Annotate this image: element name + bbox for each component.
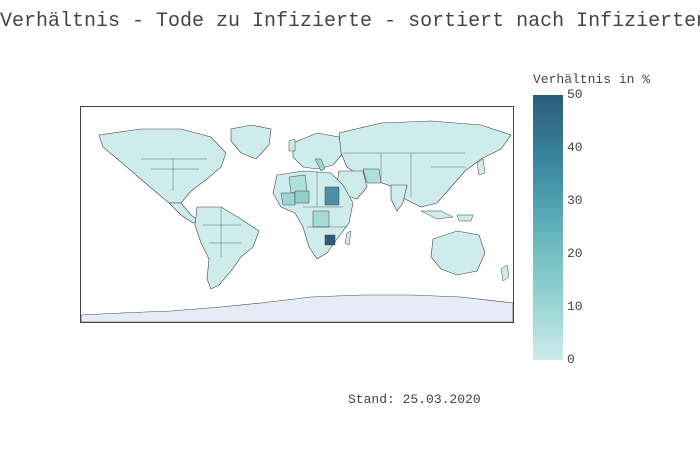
map-region-uk[interactable] [288,138,296,152]
map-region-antarctica[interactable] [81,294,513,322]
map-region-europe[interactable] [292,132,344,170]
map-region-south-america-borders [203,207,241,257]
map-region-madagascar[interactable] [344,230,352,246]
map-region-greenland[interactable] [230,124,272,160]
world-map[interactable] [80,106,514,323]
colorbar-tick: 20 [567,246,583,261]
map-region-sudan[interactable] [324,186,340,206]
map-region-algeria[interactable] [288,174,308,194]
colorbar [533,95,563,360]
colorbar-title: Verhältnis in % [533,72,651,87]
map-region-africa-borders [303,171,347,228]
map-region-new-zealand[interactable] [500,264,510,282]
colorbar-tick: 0 [567,352,575,367]
map-svg [81,120,513,322]
map-region-indonesia[interactable] [420,210,474,222]
map-region-zimbabwe[interactable] [324,234,336,246]
date-footnote: Stand: 25.03.2020 [348,392,481,407]
map-region-south-america[interactable] [194,206,260,290]
map-region-north-america[interactable] [98,128,227,204]
map-region-iran[interactable] [362,168,382,184]
map-region-india[interactable] [390,184,408,212]
colorbar-tick: 10 [567,299,583,314]
map-region-central-america[interactable] [168,202,200,224]
map-region-niger[interactable] [294,190,310,204]
map-region-italy[interactable] [314,158,326,172]
map-region-asia-borders [343,152,465,197]
colorbar-tick: 30 [567,193,583,208]
colorbar-tick: 50 [567,87,583,102]
colorbar-tick: 40 [567,140,583,155]
map-region-japan[interactable] [476,158,486,176]
map-region-australia[interactable] [430,230,486,276]
map-region-congo-dr[interactable] [312,210,330,228]
map-region-asia[interactable] [338,120,512,208]
chart-title: Verhältnis - Tode zu Infizierte - sortie… [0,10,700,33]
map-region-mali[interactable] [280,192,296,206]
map-region-usa-borders [141,158,207,191]
